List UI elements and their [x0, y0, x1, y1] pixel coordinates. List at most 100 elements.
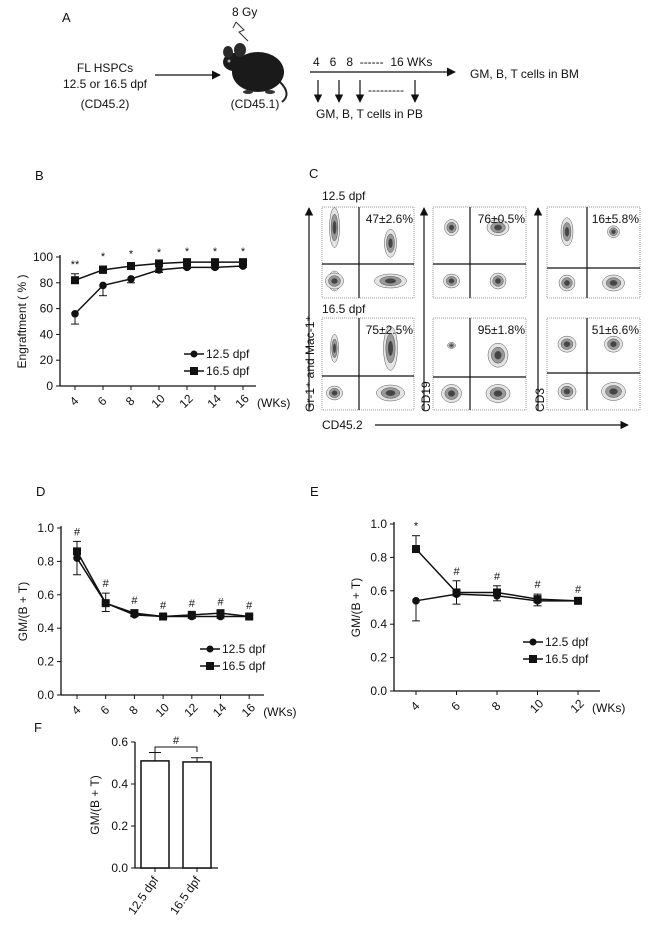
gate-percentage: 47±2.6% [366, 212, 414, 226]
flow-plot-2-2: 95±1.8% [432, 317, 527, 411]
flow-row-label-12.5: 12.5 dpf [322, 189, 366, 203]
y-tick-label: 0.4 [370, 617, 387, 631]
legend-marker-circle [206, 645, 214, 653]
significance-marker: # [575, 584, 582, 596]
data-point-square [533, 595, 542, 604]
contour-population [609, 280, 618, 286]
panel-c-flow-plots: 12.5 dpf 16.5 dpf Gr-1⁺ and Mac-1⁺ CD19 … [303, 189, 641, 432]
pb-readout-label: GM, B, T cells in PB [316, 107, 423, 121]
contour-population [388, 238, 393, 249]
y-tick-label: 0.2 [37, 655, 54, 669]
donor-marker-label: (CD45.2) [81, 97, 130, 111]
x-unit-label: (WKs) [257, 396, 290, 410]
y-tick-label: 0.8 [37, 554, 54, 568]
flow-x-label: CD45.2 [322, 418, 363, 432]
significance-marker: * [101, 251, 106, 263]
contour-population [331, 390, 338, 396]
contour-population [564, 226, 570, 237]
panel-f-bar-chart: 0.0 0.2 0.4 0.6 GM/(B + T) 12.5 dpf 16.5 dpf # [88, 735, 218, 917]
y-axis-label: Engraftment ( % ) [15, 274, 29, 368]
legend-label: 16.5 dpf [545, 652, 589, 666]
legend-marker-square [190, 367, 198, 375]
x-unit-label: (WKs) [592, 701, 625, 715]
y-tick-label: 1.0 [370, 517, 387, 531]
flow-plot-2-1: 75±2.5% [321, 317, 415, 411]
legend-marker-square [206, 662, 214, 670]
data-point-square [71, 276, 79, 285]
flow-y-label-gm: Gr-1⁺ and Mac-1⁺ [303, 315, 317, 412]
y-tick-label: 60 [40, 302, 54, 316]
bm-readout-label: GM, B, T cells in BM [470, 67, 579, 81]
timeline-dashes: --------- [368, 83, 404, 97]
significance-marker: # [246, 600, 253, 612]
contour-population [448, 278, 455, 284]
significance-marker: # [453, 566, 460, 578]
x-tick-label: 4 [67, 394, 82, 409]
significance-marker: * [185, 246, 190, 258]
flow-y-label-cd3: CD3 [533, 388, 547, 412]
panel-letter-c: C [309, 166, 318, 181]
donor-label: FL HSPCs [77, 61, 133, 75]
x-tick-label: 4 [408, 699, 423, 714]
significance-marker: * [157, 247, 162, 259]
y-tick-label: 0.0 [111, 861, 128, 875]
data-point-circle [71, 309, 79, 318]
x-tick-label: 14 [210, 700, 230, 720]
flow-plot-1-3: 16±5.8% [546, 206, 641, 299]
significance-marker: # [217, 597, 224, 609]
flow-plot-1-2: 76±0.5% [432, 206, 527, 299]
contour-population [495, 278, 501, 284]
x-tick-label: 10 [153, 700, 173, 720]
panel-e-ratio-chart-bm: 0.0 0.2 0.4 0.6 0.8 1.0 4 6 8 10 12 (WKs) GM/(B + T)… [349, 517, 625, 716]
contour-population [563, 341, 571, 348]
x-tick-label: 4 [69, 703, 84, 718]
y-tick-label: 0.0 [370, 684, 387, 698]
x-tick-label: 6 [448, 699, 463, 714]
y-tick-label: 0.6 [370, 584, 387, 598]
data-point-square [452, 588, 461, 597]
data-point-square [245, 612, 254, 621]
y-tick-label: 0.8 [370, 550, 387, 564]
contour-population [387, 340, 394, 356]
x-tick-label: 12.5 dpf [125, 873, 162, 917]
x-tick-label: 10 [527, 696, 547, 716]
panel-letter-b: B [35, 168, 44, 183]
x-tick-label: 12 [181, 700, 201, 720]
legend-marker-circle [190, 350, 198, 358]
panel-b-engraftment-chart: 0 20 40 60 80 100 4 6 8 10 12 14 16 (WKs) Engraftment … [15, 246, 290, 411]
contour-population [385, 390, 396, 396]
x-tick-label: 8 [126, 703, 141, 718]
legend-label: 16.5 dpf [206, 364, 250, 378]
y-tick-label: 100 [33, 250, 53, 264]
data-point-square [101, 599, 110, 608]
bar-16.5dpf [182, 761, 212, 869]
legend-label: 12.5 dpf [222, 642, 266, 656]
significance-marker: * [414, 521, 419, 533]
contour-population [331, 278, 338, 284]
significance-marker: # [173, 735, 180, 747]
flow-plot-2-3: 51±6.6% [546, 317, 641, 411]
irradiation-label: 8 Gy [232, 5, 257, 19]
x-tick-label: 8 [489, 699, 504, 714]
x-tick-label: 12 [176, 391, 196, 411]
flow-plot-1-1: 47±2.6% [321, 206, 415, 299]
legend-marker-square [529, 655, 537, 663]
y-tick-label: 1.0 [37, 521, 54, 535]
significance-marker: * [213, 246, 218, 258]
y-tick-label: 0.6 [111, 735, 128, 749]
recipient-marker-label: (CD45.1) [231, 97, 280, 111]
x-tick-label: 6 [95, 394, 110, 409]
significance-marker: # [494, 571, 501, 583]
y-tick-label: 0.2 [370, 651, 387, 665]
data-point-square [130, 609, 139, 618]
data-point-square [412, 545, 420, 554]
contour-population [448, 224, 455, 231]
data-point-circle [99, 281, 107, 290]
data-point-square [211, 258, 219, 267]
panel-a: A FL HSPCs 12.5 or 16.5 dpf (CD45.2) 8 G… [62, 5, 579, 121]
data-point-square [216, 609, 225, 618]
y-tick-label: 80 [40, 276, 54, 290]
legend-label: 12.5 dpf [206, 347, 250, 361]
contour-population [449, 344, 454, 347]
data-point-square [155, 259, 163, 268]
